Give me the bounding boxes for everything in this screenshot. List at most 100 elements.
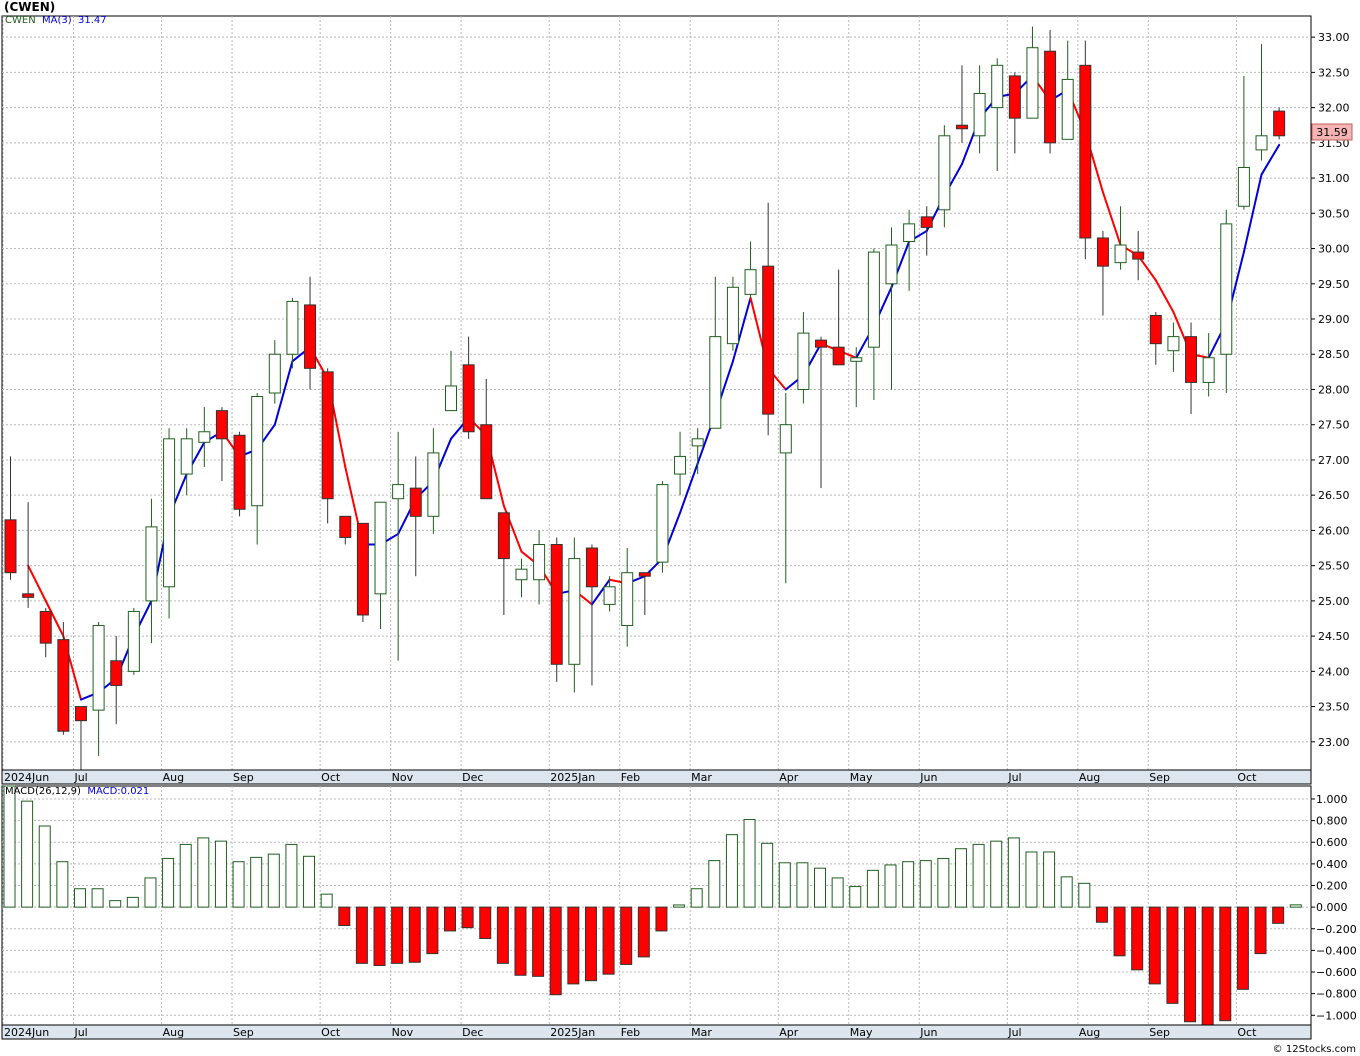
macd-bar: [673, 904, 686, 908]
candle-body: [1044, 50, 1057, 144]
candle-body: [1026, 47, 1039, 119]
candle-body: [550, 544, 563, 665]
candle: [392, 431, 405, 661]
macd-bar: [567, 906, 580, 985]
macd-legend-label: MACD(26,12,9): [5, 786, 81, 797]
candle-body: [409, 487, 422, 517]
candle-body: [233, 434, 246, 510]
candle: [867, 248, 880, 401]
candle-body: [374, 501, 387, 595]
price-x-tick-label: Nov: [392, 771, 414, 784]
candle-body: [920, 216, 933, 228]
macd-bar: [162, 857, 175, 908]
candle: [1149, 311, 1162, 365]
candle: [744, 241, 757, 298]
candle-body: [955, 124, 968, 130]
macd-bar: [866, 869, 879, 908]
price-y-tick-label: 28.00: [1318, 383, 1350, 396]
candle: [1026, 26, 1039, 119]
candle-body: [568, 558, 581, 665]
candle: [550, 537, 563, 682]
macd-y-tick-label: −0.200: [1316, 923, 1357, 936]
macd-bar: [549, 906, 562, 996]
candle: [973, 65, 986, 154]
candle: [39, 607, 52, 658]
macd-bar: [338, 906, 351, 927]
macd-bar: [708, 860, 721, 908]
macd-bar: [391, 906, 404, 964]
macd-bar: [831, 877, 844, 908]
macd-y-tick-label: 0.000: [1316, 901, 1348, 914]
macd-bar: [250, 856, 263, 908]
price-y-tick-label: 24.50: [1318, 630, 1350, 643]
macd-x-tick-label: Sep: [233, 1026, 254, 1039]
candle-body: [973, 93, 986, 137]
candle-body: [427, 452, 440, 517]
candle-body: [497, 512, 510, 560]
macd-bar: [778, 862, 791, 908]
macd-x-tick-label: Apr: [779, 1026, 799, 1039]
macd-bar: [56, 861, 69, 908]
price-x-tick-label: 2024Jun: [4, 771, 49, 784]
candle: [621, 548, 634, 647]
macd-x-tick-label: May: [850, 1026, 873, 1039]
candle-body: [938, 135, 951, 211]
ma-line-segment: [731, 296, 752, 363]
price-y-tick-label: 26.00: [1318, 524, 1350, 537]
candle-body: [215, 410, 228, 440]
macd-y-tick-label: 1.000: [1316, 793, 1348, 806]
candle: [198, 407, 211, 467]
macd-bar: [602, 906, 615, 975]
price-y-tick-label: 32.00: [1318, 102, 1350, 115]
ma-line-segment: [679, 462, 699, 514]
price-y-tick-label: 30.50: [1318, 207, 1350, 220]
price-legend-symbol: CWEN: [5, 15, 36, 26]
price-x-tick-label: Feb: [621, 771, 640, 784]
macd-bar: [461, 906, 474, 929]
ma-line-segment: [1260, 143, 1281, 176]
candle: [779, 393, 792, 584]
candle: [497, 512, 510, 615]
candle-body: [1237, 167, 1250, 207]
price-x-tick-label: Oct: [321, 771, 341, 784]
macd-bar: [232, 861, 245, 908]
price-y-tick-label: 27.00: [1318, 454, 1350, 467]
macd-bar: [38, 825, 51, 908]
candle: [991, 58, 1004, 172]
candle-body: [1202, 357, 1215, 383]
macd-bar: [1184, 906, 1197, 1023]
macd-y-tick-label: 0.200: [1316, 879, 1348, 892]
candle-body: [392, 484, 405, 500]
macd-bar: [197, 837, 210, 908]
candle-body: [815, 339, 828, 348]
candle: [533, 530, 546, 605]
candle: [903, 209, 916, 291]
last-price-badge: [1311, 123, 1353, 141]
price-y-tick-label: 32.50: [1318, 66, 1350, 79]
candle: [726, 276, 739, 351]
candle-body: [903, 223, 916, 242]
candle-body: [1079, 64, 1092, 239]
macd-bar: [1025, 851, 1038, 908]
candle-body: [304, 304, 317, 369]
candle: [1061, 40, 1074, 140]
macd-bar: [426, 906, 439, 955]
candle: [1096, 230, 1109, 316]
candle: [145, 498, 158, 644]
candle-body: [163, 438, 176, 588]
candle-body: [445, 385, 457, 412]
price-x-axis-band: [1, 769, 1312, 785]
candle-body: [691, 438, 704, 447]
price-x-tick-label: Aug: [1079, 771, 1100, 784]
macd-bar: [214, 840, 227, 908]
ma-line-segment: [1242, 173, 1263, 254]
price-legend-ma-value: 31.47: [78, 15, 107, 26]
macd-bar: [725, 834, 738, 908]
candle: [920, 206, 933, 256]
price-y-tick-label: 25.00: [1318, 595, 1350, 608]
price-y-tick-label: 31.00: [1318, 172, 1350, 185]
candle: [180, 428, 193, 496]
candle: [1185, 322, 1198, 415]
candle-body: [286, 300, 299, 355]
macd-x-tick-label: Jul: [73, 1026, 87, 1039]
